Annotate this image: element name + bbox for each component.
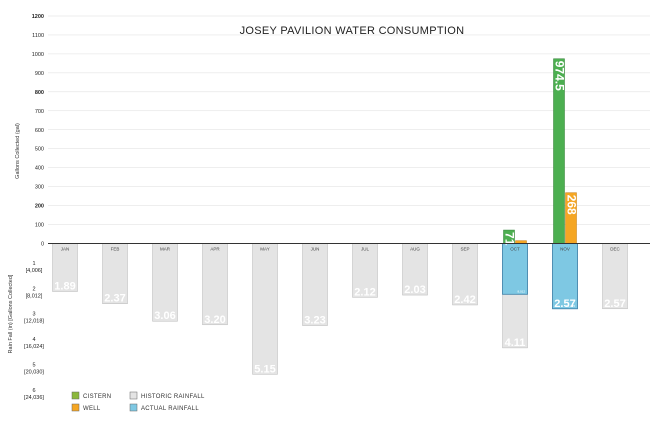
lower-tick-label: 5 (32, 363, 35, 369)
upper-tick-label: 900 (35, 71, 44, 77)
upper-tick-label: 200 (35, 204, 44, 210)
lower-tick-sublabel: [8,012] (26, 293, 43, 299)
upper-tick-label: 100 (35, 223, 44, 229)
upper-tick-label: 500 (35, 147, 44, 153)
upper-tick-label: 400 (35, 166, 44, 172)
month-label-jun: JUN (311, 247, 320, 252)
actual-gallons-label: 8,012 (517, 289, 525, 293)
legend-label: ACTUAL RAINFALL (141, 406, 199, 412)
lower-tick-label: 2 (32, 286, 35, 292)
month-label-feb: FEB (111, 247, 120, 252)
lower-axis-ticks: 1[4,006] 2[8,012] 3[12,018] 4[16,024] 5[20,0… (24, 261, 44, 401)
legend-label: CISTERN (83, 394, 111, 400)
lower-tick-label: 3 (32, 312, 35, 318)
upper-tick-label: 1200 (32, 14, 44, 20)
lower-tick-label: 1 (32, 261, 35, 267)
historic-value-label: 2.57 (554, 298, 575, 310)
chart-title: JOSEY PAVILION WATER CONSUMPTION (240, 25, 465, 37)
upper-tick-label: 0 (41, 242, 44, 248)
bar-historic-rainfall-may (252, 243, 278, 375)
historic-value-label: 3.06 (154, 310, 175, 322)
month-label-aug: AUG (410, 247, 420, 252)
lower-tick-label: 6 (32, 388, 35, 394)
legend-label: WELL (83, 406, 101, 412)
historic-value-label: 5.15 (254, 363, 275, 375)
month-label-jan: JAN (61, 247, 70, 252)
historic-value-label: 3.20 (204, 314, 225, 326)
bar-historic-rainfall-aug (402, 243, 428, 296)
lower-tick-sublabel: [20,030] (24, 370, 44, 376)
lower-axis-label: Rain Fall (in) [Gallons Collected] (8, 274, 14, 353)
lower-tick-sublabel: [4,006] (26, 268, 43, 274)
month-label-mar: MAR (160, 247, 171, 252)
legend-swatch (71, 403, 80, 412)
bar-historic-rainfall-apr (202, 243, 228, 326)
cistern-value-label: 974.5 (553, 61, 567, 91)
lower-tick-sublabel: [16,024] (24, 344, 44, 350)
month-label-nov: NOV (560, 247, 570, 252)
month-label-dec: DEC (610, 247, 620, 252)
upper-tick-label: 700 (35, 109, 44, 115)
upper-axis-label: Gallons Collected (gal) (15, 123, 21, 179)
upper-tick-label: 1000 (32, 52, 44, 58)
upper-tick-label: 1100 (32, 33, 44, 39)
historic-value-label: 2.42 (454, 294, 475, 306)
grid-lines (48, 15, 650, 225)
chart-bars: 1.89 2.37 3.06 3.20 5.15 3.23 2.12 2.03 2.42 4.11… (52, 58, 628, 375)
historic-value-label: 2.03 (404, 284, 425, 296)
legend-swatch (71, 391, 80, 400)
upper-tick-label: 300 (35, 185, 44, 191)
month-label-jul: JUL (361, 247, 369, 252)
month-labels: JAN FEB MAR APR MAY JUN JUL AUG SEP OCT NOV DEC (61, 247, 621, 252)
month-label-oct: OCT (510, 247, 520, 252)
historic-value-label: 1.89 (54, 281, 75, 293)
lower-tick-label: 4 (32, 337, 35, 343)
bar-actual-rainfall-oct (502, 243, 528, 295)
month-label-sep: SEP (460, 247, 469, 252)
bar-historic-rainfall-dec (602, 243, 628, 310)
legend: CISTERN WELL HISTORIC RAINFALL ACTUAL RAINF… (71, 391, 205, 412)
month-label-apr: APR (210, 247, 220, 252)
upper-tick-label: 800 (35, 90, 44, 96)
historic-value-label: 4.11 (505, 337, 526, 349)
legend-swatch (129, 391, 138, 400)
cistern-value-label: 71 (503, 232, 517, 246)
historic-value-label: 3.23 (304, 315, 325, 327)
historic-value-label: 2.57 (604, 298, 625, 310)
historic-value-label: 2.37 (104, 293, 125, 305)
legend-label: HISTORIC RAINFALL (141, 394, 205, 400)
bar-actual-rainfall-nov (552, 243, 578, 310)
legend-swatch (129, 403, 138, 412)
actual-gallons-label: 10,295 (566, 304, 576, 308)
month-label-may: MAY (260, 247, 269, 252)
lower-tick-sublabel: [24,036] (24, 395, 44, 401)
historic-value-label: 2.12 (354, 286, 375, 298)
bar-historic-rainfall-jun (302, 243, 328, 326)
bar-historic-rainfall-sep (452, 243, 478, 306)
well-value-label: 268 (565, 195, 579, 215)
lower-tick-sublabel: [12,018] (24, 319, 44, 325)
upper-tick-label: 600 (35, 128, 44, 134)
